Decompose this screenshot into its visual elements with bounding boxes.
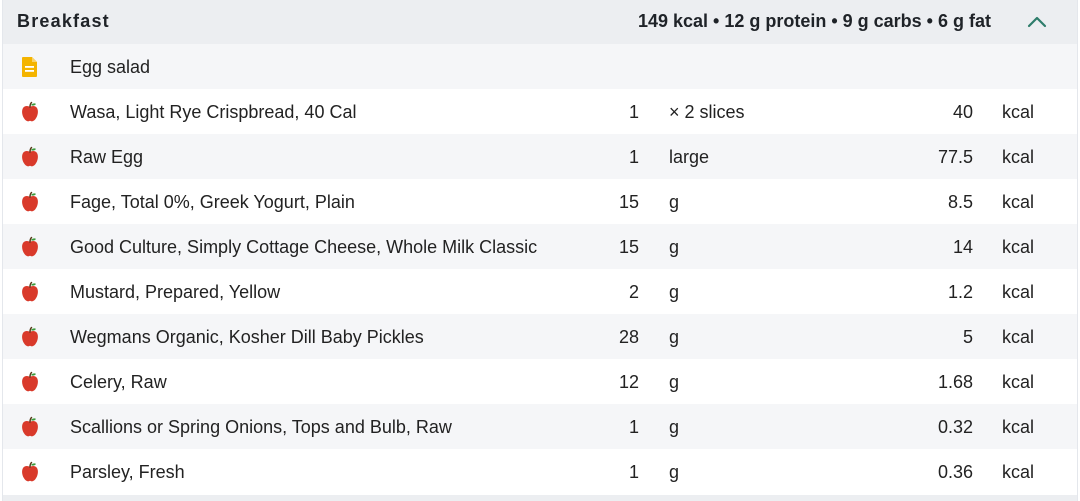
food-item-name: Mustard, Prepared, Yellow bbox=[70, 282, 281, 302]
food-item-calorie-unit: kcal bbox=[1002, 102, 1035, 122]
food-item-name: Celery, Raw bbox=[70, 372, 167, 392]
food-item-calorie-unit: kcal bbox=[1002, 372, 1035, 392]
food-item-row[interactable]: Scallions or Spring Onions, Tops and Bul… bbox=[3, 404, 1077, 449]
food-item-name: Parsley, Fresh bbox=[70, 462, 185, 482]
food-item-quantity[interactable]: 15 bbox=[618, 192, 639, 212]
apple-icon bbox=[18, 235, 42, 259]
food-item-row[interactable]: Good Culture, Simply Cottage Cheese, Who… bbox=[3, 224, 1077, 269]
food-item-row[interactable]: Celery, Raw 12 g 1.68 kcal bbox=[3, 359, 1077, 404]
food-item-row[interactable]: Wasa, Light Rye Crispbread, 40 Cal 1 × 2 s… bbox=[3, 89, 1077, 134]
food-item-row[interactable]: Raw Egg 1 large 77.5 kcal bbox=[3, 134, 1077, 179]
food-item-calories: 1.68 bbox=[937, 372, 973, 392]
meal-nutrition-summary: 149 kcal • 12 g protein • 9 g carbs • 6 … bbox=[637, 11, 991, 31]
food-item-name: Wasa, Light Rye Crispbread, 40 Cal bbox=[70, 102, 357, 122]
food-item-row[interactable]: Wegmans Organic, Kosher Dill Baby Pickle… bbox=[3, 314, 1077, 359]
food-item-unit[interactable]: g bbox=[669, 417, 680, 437]
food-item-name: Raw Egg bbox=[70, 147, 144, 167]
food-item-row[interactable]: Parsley, Fresh 1 g 0.36 kcal bbox=[3, 449, 1077, 494]
food-item-unit[interactable]: g bbox=[669, 237, 680, 257]
food-item-unit[interactable]: large bbox=[669, 147, 710, 167]
apple-icon bbox=[18, 145, 42, 169]
food-item-quantity[interactable]: 1 bbox=[628, 102, 639, 122]
food-item-quantity[interactable]: 2 bbox=[628, 282, 639, 302]
food-item-unit[interactable]: g bbox=[669, 192, 680, 212]
apple-icon bbox=[18, 325, 42, 349]
food-item-unit[interactable]: × 2 slices bbox=[669, 102, 745, 122]
meal-header[interactable]: Breakfast 149 kcal • 12 g protein • 9 g … bbox=[3, 0, 1077, 44]
apple-icon bbox=[18, 415, 42, 439]
food-item-calories: 40 bbox=[952, 102, 973, 122]
food-item-calorie-unit: kcal bbox=[1002, 237, 1035, 257]
recipe-name: Egg salad bbox=[70, 57, 151, 77]
food-item-calories: 5 bbox=[962, 327, 973, 347]
food-item-unit[interactable]: g bbox=[669, 327, 680, 347]
food-item-calories: 1.2 bbox=[947, 282, 973, 302]
food-list: Egg salad Wasa, Light Rye Crispbread, 40… bbox=[3, 44, 1077, 494]
food-item-name: Fage, Total 0%, Greek Yogurt, Plain bbox=[70, 192, 355, 212]
food-item-calorie-unit: kcal bbox=[1002, 147, 1035, 167]
food-item-row[interactable]: Fage, Total 0%, Greek Yogurt, Plain 15 g 8.… bbox=[3, 179, 1077, 224]
food-item-calorie-unit: kcal bbox=[1002, 327, 1035, 347]
apple-icon bbox=[18, 370, 42, 394]
chevron-up-icon[interactable] bbox=[1025, 10, 1049, 34]
food-item-quantity[interactable]: 28 bbox=[618, 327, 639, 347]
apple-icon bbox=[18, 280, 42, 304]
food-item-name: Wegmans Organic, Kosher Dill Baby Pickle… bbox=[70, 327, 424, 347]
food-item-quantity[interactable]: 12 bbox=[618, 372, 639, 392]
food-item-calories: 0.32 bbox=[937, 417, 973, 437]
food-item-calories: 14 bbox=[952, 237, 973, 257]
apple-icon bbox=[18, 100, 42, 124]
food-item-name: Scallions or Spring Onions, Tops and Bul… bbox=[70, 417, 452, 437]
food-item-calories: 8.5 bbox=[947, 192, 973, 212]
food-item-quantity[interactable]: 1 bbox=[628, 417, 639, 437]
panel-bottom-border bbox=[3, 495, 1077, 501]
food-item-unit[interactable]: g bbox=[669, 372, 680, 392]
food-item-calorie-unit: kcal bbox=[1002, 192, 1035, 212]
meal-title: Breakfast bbox=[17, 11, 110, 31]
food-item-quantity[interactable]: 1 bbox=[628, 462, 639, 482]
food-item-calories: 77.5 bbox=[937, 147, 973, 167]
food-item-name: Good Culture, Simply Cottage Cheese, Who… bbox=[70, 237, 538, 257]
food-item-quantity[interactable]: 1 bbox=[628, 147, 639, 167]
food-item-calorie-unit: kcal bbox=[1002, 462, 1035, 482]
food-item-row[interactable]: Mustard, Prepared, Yellow 2 g 1.2 kcal bbox=[3, 269, 1077, 314]
food-item-calorie-unit: kcal bbox=[1002, 417, 1035, 437]
apple-icon bbox=[18, 190, 42, 214]
food-item-unit[interactable]: g bbox=[669, 282, 680, 302]
recipe-row[interactable]: Egg salad bbox=[3, 44, 1077, 89]
apple-icon bbox=[18, 460, 42, 484]
food-item-calorie-unit: kcal bbox=[1002, 282, 1035, 302]
food-item-calories: 0.36 bbox=[937, 462, 973, 482]
document-icon bbox=[18, 55, 42, 79]
food-item-quantity[interactable]: 15 bbox=[618, 237, 639, 257]
food-item-unit[interactable]: g bbox=[669, 462, 680, 482]
